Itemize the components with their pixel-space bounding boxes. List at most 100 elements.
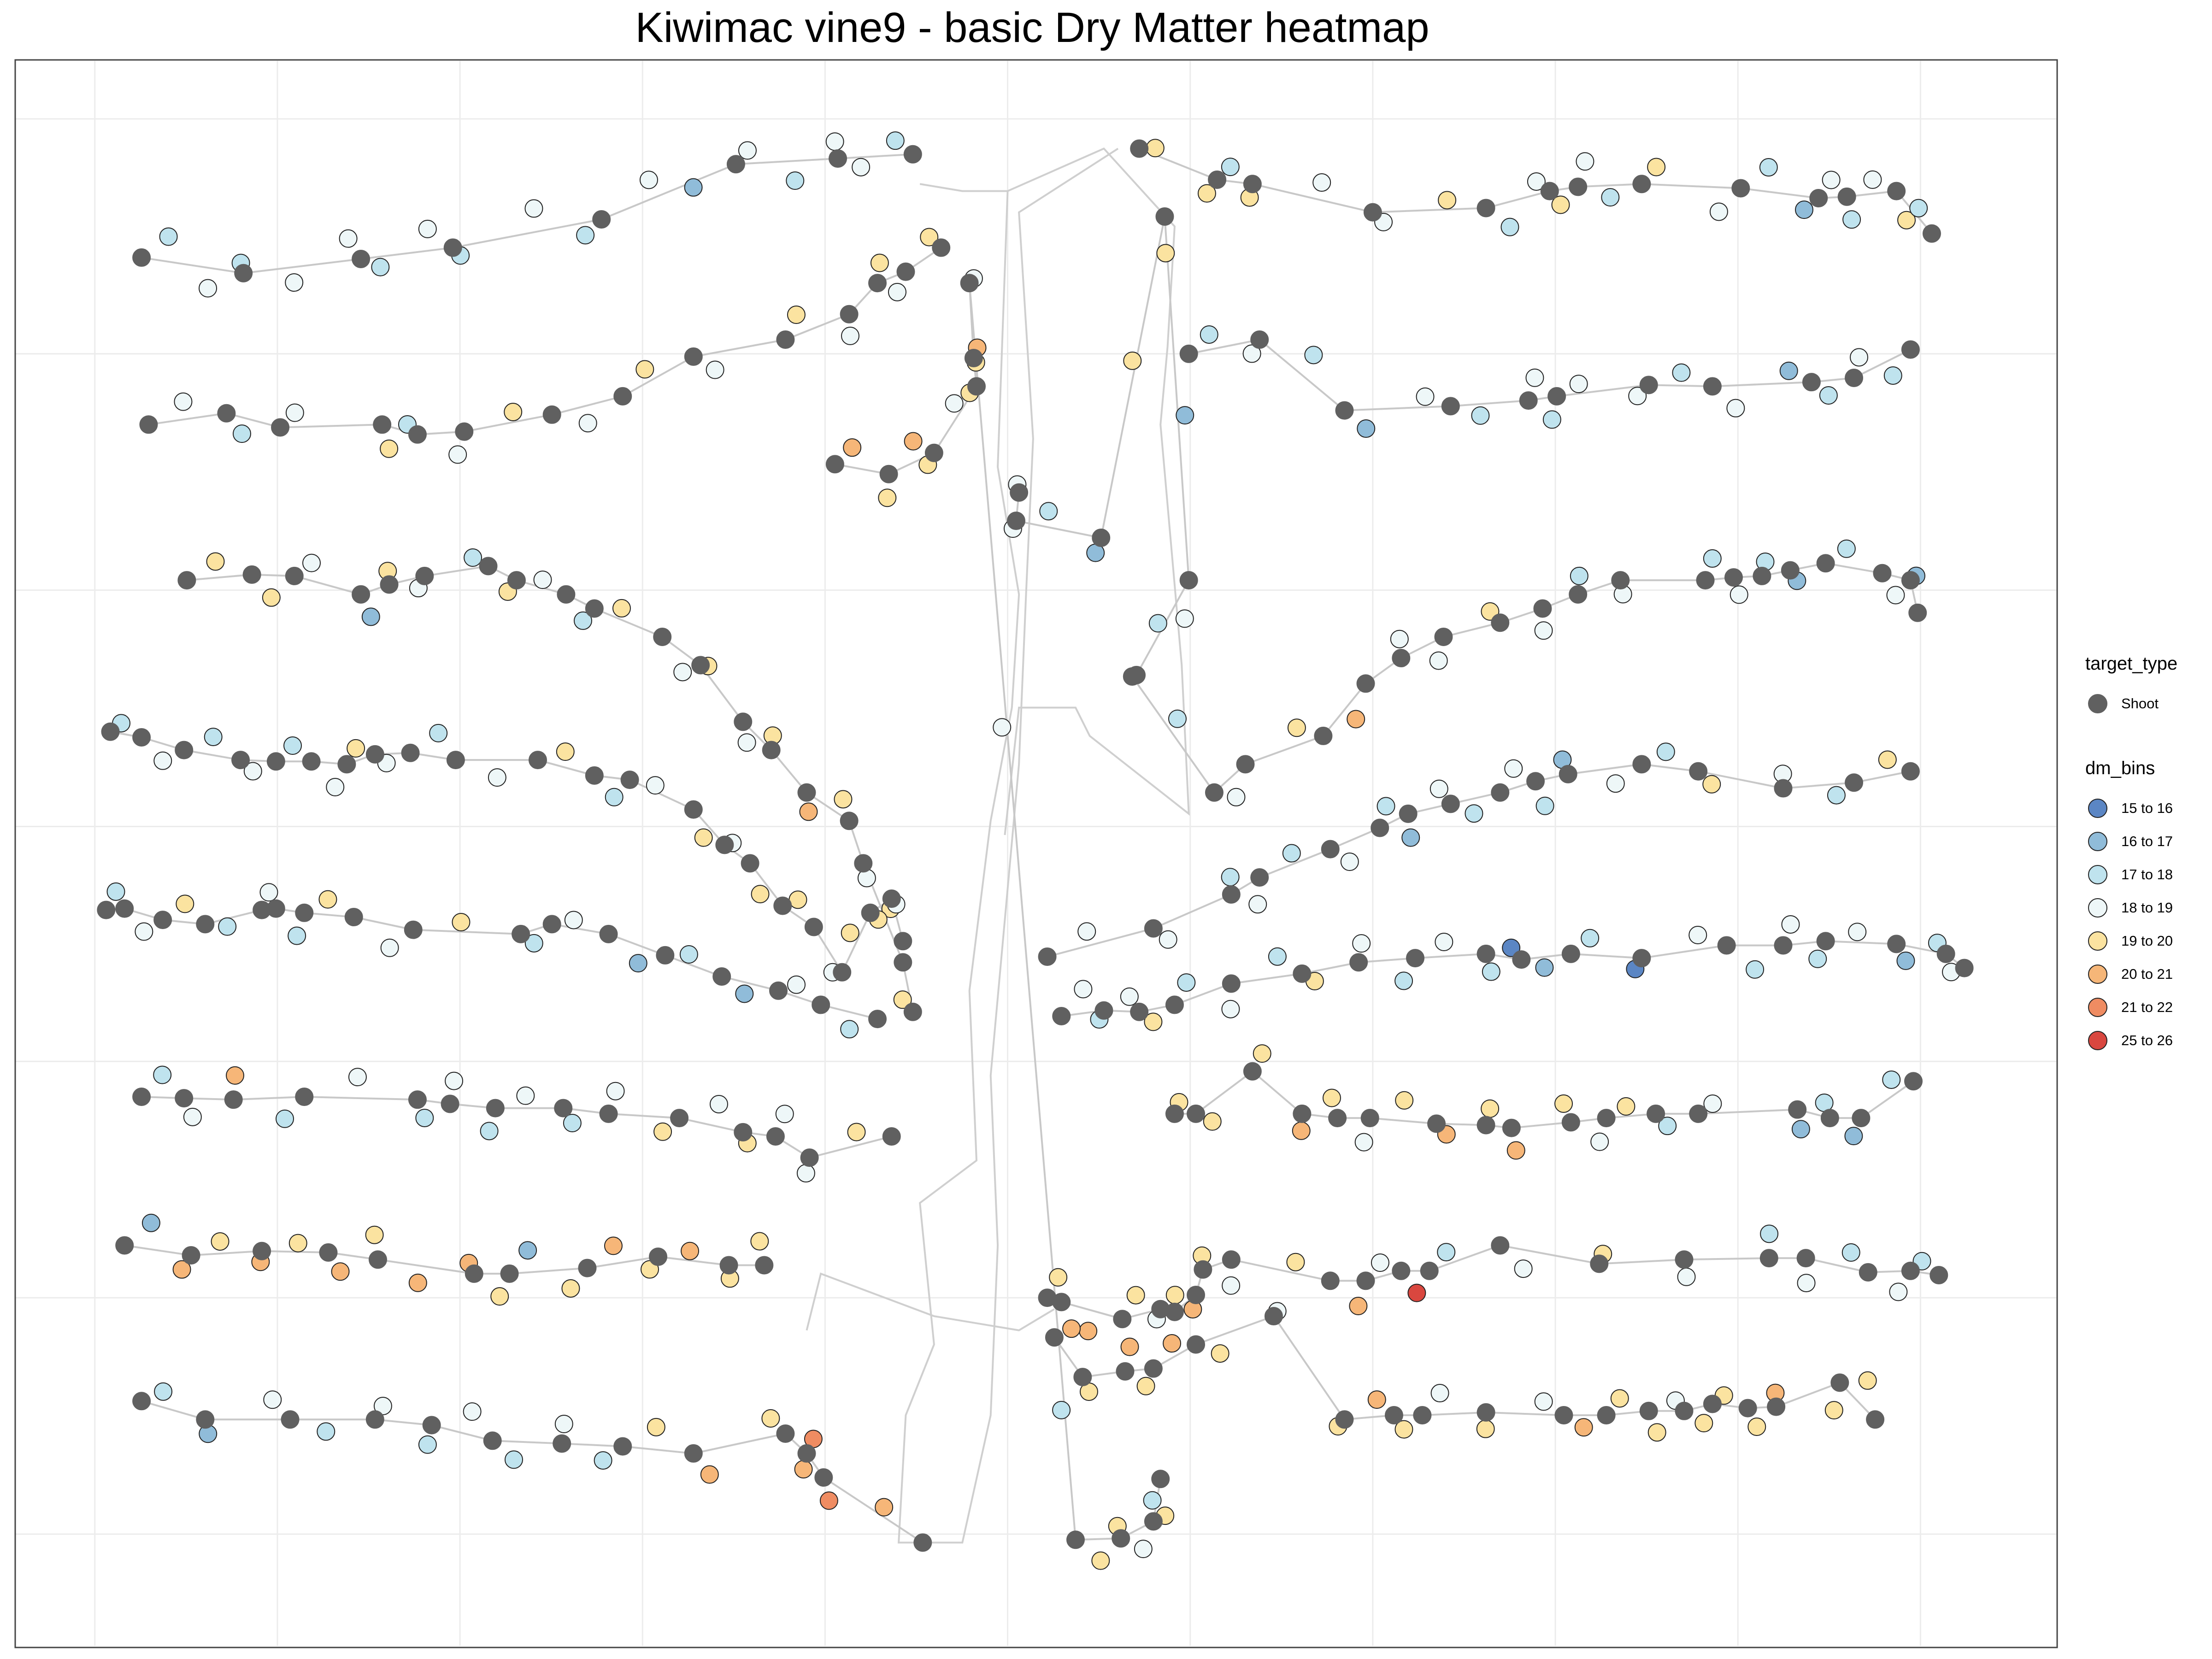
fruit-point <box>1527 172 1546 191</box>
shoot-point <box>712 967 731 986</box>
shoot-point <box>932 238 951 257</box>
fruit-point <box>1120 1337 1139 1356</box>
shoot-point <box>1569 585 1588 604</box>
fruit-point <box>418 1435 437 1454</box>
shoot-point <box>1321 840 1340 859</box>
fruit-point <box>1481 1099 1500 1118</box>
shoot-point <box>1130 139 1149 158</box>
shoot-point <box>653 627 672 646</box>
legend-label-shoot: Shoot <box>2121 695 2159 712</box>
fruit-point <box>1401 828 1420 847</box>
legend-key-25-26 <box>2088 1031 2107 1050</box>
legend-item-shoot: Shoot <box>2085 687 2177 720</box>
fruit-point <box>1120 987 1139 1006</box>
fruit-point <box>1647 158 1666 176</box>
trellis-wire <box>897 147 1119 1544</box>
fruit-point <box>285 273 304 292</box>
fruit-point <box>563 1114 582 1133</box>
shoot-point <box>1703 1394 1722 1413</box>
trellis-frame <box>806 147 1190 1544</box>
shoot-point <box>1590 1254 1609 1273</box>
fruit-point <box>681 1241 700 1260</box>
fruit-point <box>1827 786 1846 805</box>
fruit-point <box>1610 1389 1629 1408</box>
shoot-point <box>1094 1001 1113 1020</box>
fruit-point <box>1848 923 1867 941</box>
shoot-point <box>404 920 423 939</box>
fruit-point <box>452 913 471 932</box>
fruit-point <box>1570 566 1588 585</box>
shoot-point <box>1187 1104 1206 1123</box>
shoot-point <box>755 1256 774 1275</box>
fruit-point <box>347 739 365 758</box>
fruit-point <box>1146 139 1165 158</box>
fruit-point <box>1352 934 1371 953</box>
fruit-point <box>1165 1286 1184 1305</box>
shoot-point <box>1328 1109 1347 1128</box>
shoot-point <box>217 404 236 423</box>
shoot-point <box>285 566 304 585</box>
fruit-point <box>141 1213 160 1232</box>
fruit-point <box>647 1418 665 1436</box>
fruit-point <box>761 1409 780 1428</box>
shoot-point <box>553 1434 571 1453</box>
shoot-point <box>422 1416 441 1435</box>
shoot-point <box>1901 1261 1920 1280</box>
shoot-point <box>1675 1401 1694 1420</box>
cane-lines <box>106 147 1965 1544</box>
shoot-point <box>1179 571 1198 590</box>
shoot-point <box>512 924 530 943</box>
fruit-point <box>418 219 437 238</box>
shoot-point <box>1887 935 1906 953</box>
legend-key-20-21 <box>2088 965 2107 984</box>
fruit-point <box>799 802 818 821</box>
shoot-point <box>115 1236 134 1255</box>
shoot-point <box>814 1468 833 1487</box>
fruit-point <box>380 439 399 458</box>
fruit-point <box>1797 1274 1816 1293</box>
shoot-point <box>585 766 604 785</box>
shoot-point <box>691 656 710 675</box>
shoot-point <box>1477 199 1495 218</box>
shoot-point <box>1781 561 1800 580</box>
shoot-point <box>726 155 745 174</box>
fruit-point <box>573 611 592 630</box>
shoot-point <box>1116 1362 1135 1381</box>
shoot-point <box>1155 207 1174 226</box>
fruit-point <box>1435 932 1453 951</box>
cane-line <box>1047 763 1911 958</box>
fruit-point <box>888 282 906 301</box>
fruit-point <box>993 718 1012 737</box>
shoot-point <box>804 918 823 936</box>
fruit-point <box>684 178 703 197</box>
shoot-point <box>1901 340 1920 359</box>
shoot-point <box>599 924 618 943</box>
shoot-point <box>1335 1410 1354 1429</box>
fruit-point <box>1062 1319 1081 1338</box>
legend-item-16-17: 16 to 17 <box>2085 825 2173 858</box>
shoot-point <box>649 1247 668 1266</box>
fruit-point <box>709 1095 728 1114</box>
fruit-point <box>1430 779 1448 798</box>
fruit-point <box>694 828 713 847</box>
shoot-point <box>1250 868 1269 887</box>
shoot-point <box>1187 1335 1206 1354</box>
shoot-point <box>1477 1116 1495 1135</box>
shoot-point <box>1127 665 1146 684</box>
legend-dm-bins: dm_bins 15 to 16 16 to 17 17 to 18 18 to… <box>2085 758 2173 1057</box>
fruit-point <box>1896 951 1915 970</box>
fruit-point <box>1268 947 1287 966</box>
fruit-point <box>339 229 358 248</box>
shoot-point <box>1724 568 1743 587</box>
shoot-point <box>1519 391 1538 410</box>
fruit-point <box>825 132 844 151</box>
shoot-point <box>868 1010 887 1029</box>
shoot-point <box>1441 397 1460 416</box>
fruit-point <box>1340 853 1359 871</box>
fruit-point <box>1347 710 1365 729</box>
fruit-point <box>1542 410 1561 429</box>
shoot-point <box>1647 1104 1665 1123</box>
shoot-point <box>854 854 873 873</box>
fruit-point <box>1465 804 1483 823</box>
